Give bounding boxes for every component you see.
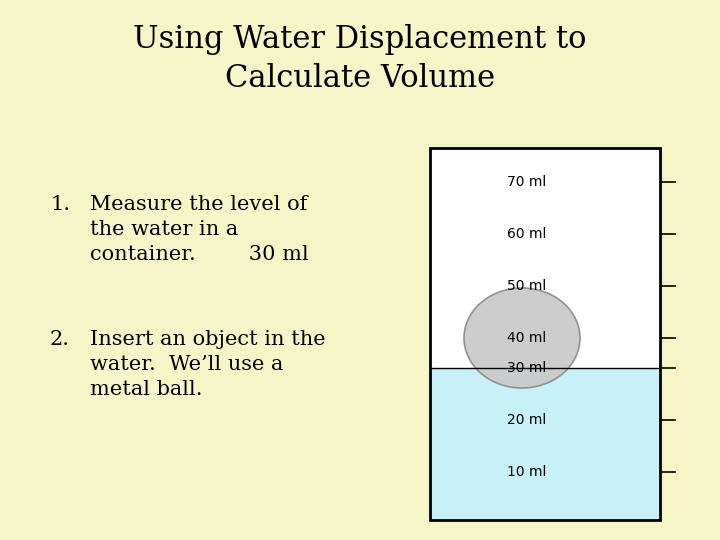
Text: Insert an object in the
water.  We’ll use a
metal ball.: Insert an object in the water. We’ll use… <box>90 330 325 399</box>
Text: 60 ml: 60 ml <box>507 227 546 241</box>
Text: 50 ml: 50 ml <box>507 279 546 293</box>
Bar <box>430 148 660 520</box>
Text: 2.: 2. <box>50 330 70 349</box>
Text: 20 ml: 20 ml <box>507 413 546 427</box>
Text: 1.: 1. <box>50 195 70 214</box>
Ellipse shape <box>464 288 580 388</box>
Bar <box>430 148 660 520</box>
Text: Using Water Displacement to
Calculate Volume: Using Water Displacement to Calculate Vo… <box>133 24 587 93</box>
Text: 30 ml: 30 ml <box>507 361 546 375</box>
Text: 10 ml: 10 ml <box>507 465 546 479</box>
Text: Measure the level of
the water in a
container.        30 ml: Measure the level of the water in a cont… <box>90 195 309 264</box>
Text: 70 ml: 70 ml <box>507 175 546 189</box>
Bar <box>430 368 660 520</box>
Text: 40 ml: 40 ml <box>507 331 546 345</box>
